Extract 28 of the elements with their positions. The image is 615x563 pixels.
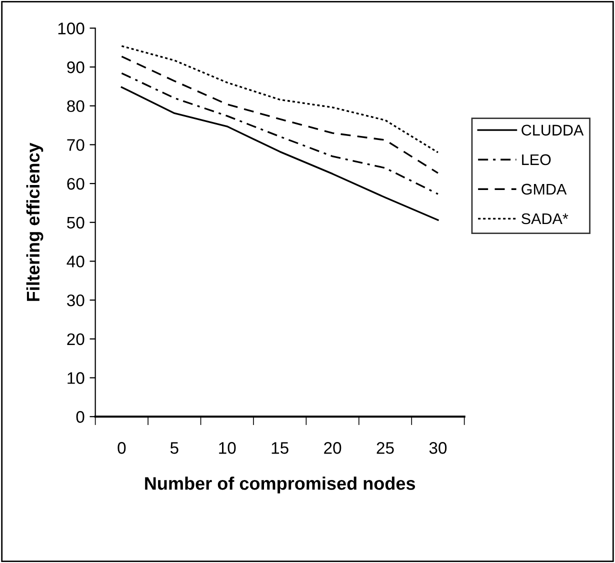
y-axis-title: Filtering efficiency: [26, 142, 44, 301]
y-tick-label: 100: [58, 22, 84, 34]
y-tick-label: 10: [68, 372, 84, 384]
x-tick-label: 20: [324, 442, 342, 454]
y-tick-label: 60: [67, 178, 84, 190]
line-series: [120, 72, 439, 195]
y-tick-label: 0: [76, 411, 84, 423]
line-series: [120, 56, 439, 174]
y-tick-label: 70: [67, 139, 84, 151]
y-tick-label: 50: [67, 216, 84, 229]
y-tick-label: 20: [67, 333, 84, 346]
x-axis-title: Number of compromised nodes: [145, 476, 416, 494]
y-tick-label: 40: [66, 256, 84, 268]
line-series: [120, 45, 439, 154]
x-tick-label: 25: [376, 442, 394, 454]
y-tick-label: 80: [67, 100, 84, 112]
x-tick-label: 30: [429, 442, 447, 454]
line-series: [120, 86, 439, 221]
x-tick-label: 0: [118, 442, 126, 454]
legend-label: SADA*: [522, 213, 568, 224]
x-tick-label: 5: [170, 442, 178, 454]
x-tick-label: 10: [219, 442, 236, 454]
legend-label: LEO: [522, 154, 551, 166]
legend-label: CLUDDA: [522, 124, 584, 136]
y-tick-label: 30: [67, 294, 84, 306]
legend-label: GMDA: [522, 184, 567, 195]
x-tick-label: 15: [272, 442, 288, 454]
y-tick-label: 90: [67, 61, 84, 74]
